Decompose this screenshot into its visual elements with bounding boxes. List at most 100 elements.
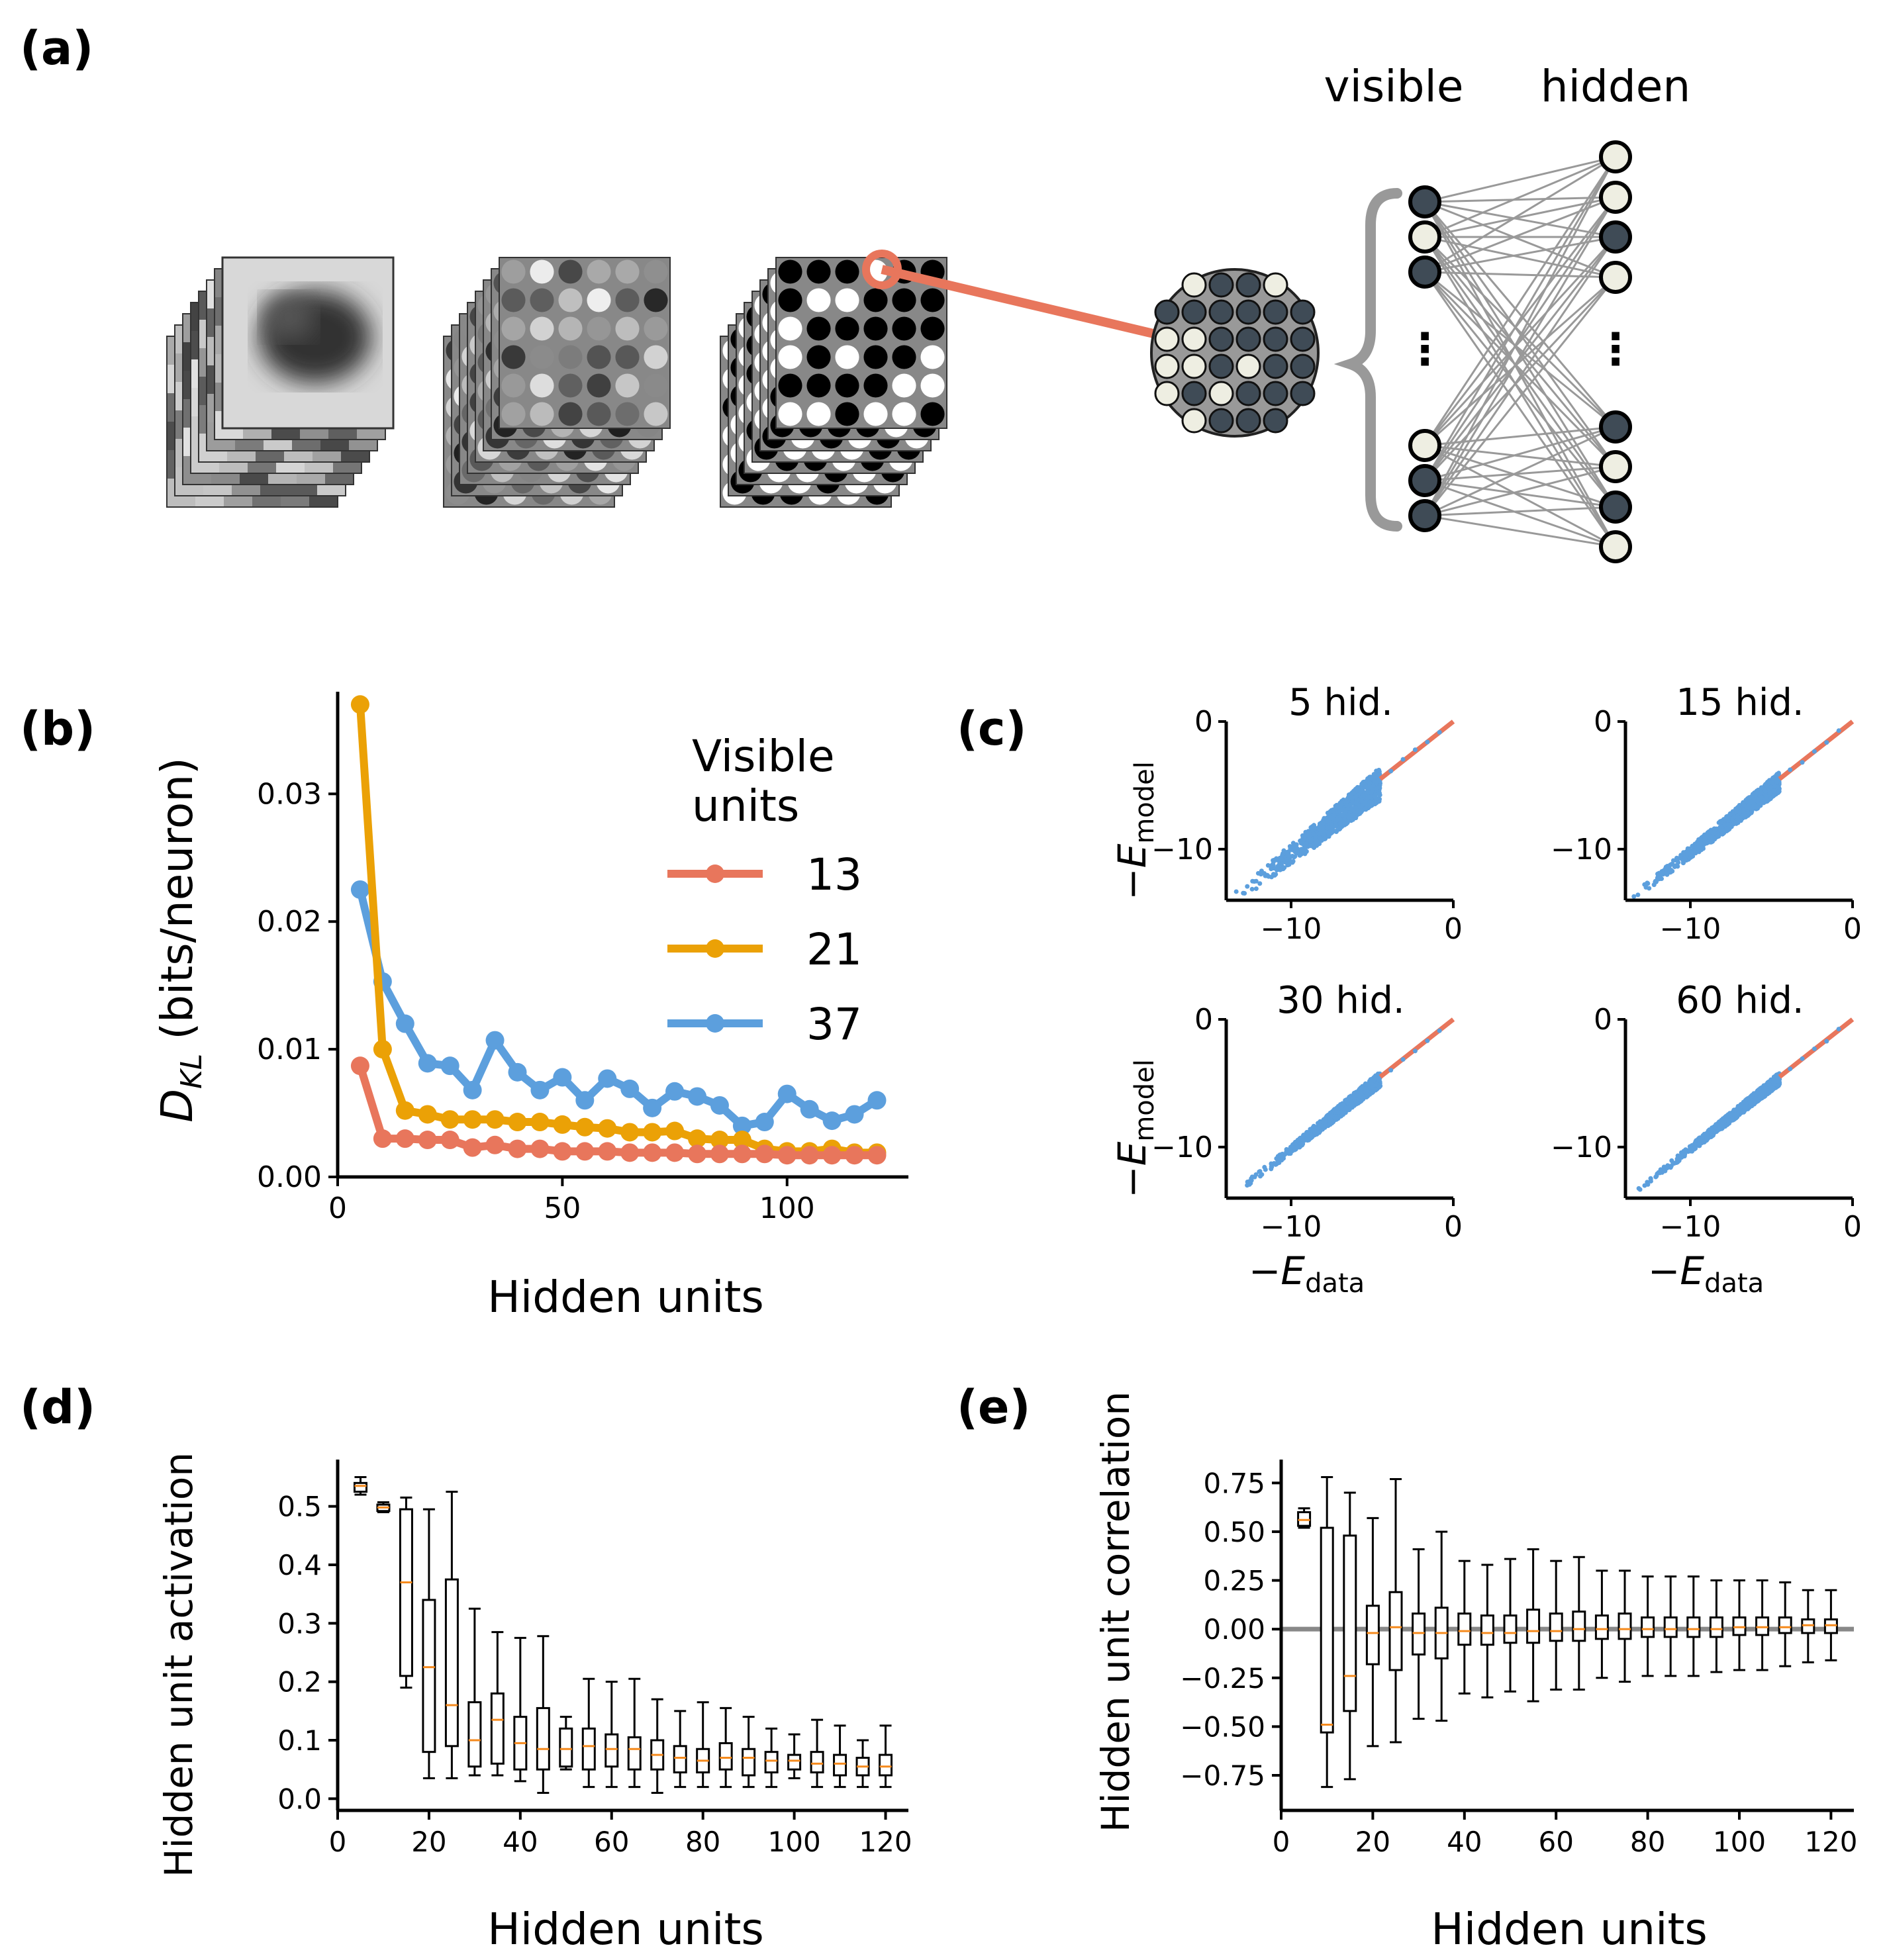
scatter-point (1656, 876, 1661, 882)
series-point-13 (777, 1146, 797, 1165)
series-point-13 (373, 1129, 392, 1148)
series-point-13 (867, 1146, 887, 1165)
series-point-13 (665, 1143, 685, 1162)
frame-patch (558, 402, 583, 426)
b-ylabel-sub: KL (175, 1054, 209, 1089)
scatter-point (1717, 827, 1723, 833)
series-point-37 (463, 1080, 482, 1099)
rbm-edge (1424, 156, 1617, 516)
subplot-title: 15 hid. (1676, 681, 1804, 724)
hidden-unit (1599, 450, 1632, 483)
scatter-point (1740, 814, 1745, 819)
scatter-point (1258, 872, 1263, 877)
patch-unit (1235, 272, 1261, 298)
stack-frame (775, 257, 947, 429)
scatter-point (1369, 790, 1374, 795)
scatter-point (1365, 790, 1370, 795)
patch-unit (1154, 299, 1180, 325)
c-ylabel: −Emodel (1110, 761, 1160, 900)
frame-patch (863, 402, 888, 426)
patch-unit (1208, 326, 1234, 352)
series-point-37 (553, 1068, 572, 1087)
scatter-point (1317, 831, 1322, 837)
scatter-point (1265, 863, 1271, 868)
ytick-label: 0.5 (277, 1491, 322, 1523)
scatter-point (1631, 894, 1637, 899)
scatter-point (1273, 872, 1279, 877)
frame-patch (806, 259, 831, 284)
frame-patch (587, 373, 611, 398)
series-point-13 (822, 1146, 842, 1165)
series-point-37 (777, 1084, 797, 1103)
rbm-edge (1424, 479, 1616, 548)
rbm-edge (1424, 156, 1617, 446)
frame-patch (835, 345, 859, 369)
series-point-13 (530, 1139, 550, 1158)
c-xtick-label: 0 (1843, 1210, 1862, 1244)
box (581, 1677, 596, 1789)
scatter-point (1717, 819, 1723, 824)
scatter-point (1333, 821, 1338, 826)
scatter-point (1746, 802, 1751, 808)
rbm-edge (1424, 197, 1617, 481)
frame-patch (835, 288, 859, 312)
scatter-point (1322, 837, 1327, 842)
c-xlabel-main: −E (1648, 1248, 1705, 1293)
rbm-edge (1424, 465, 1616, 482)
patch-unit (1290, 299, 1316, 325)
scatter-point (1733, 808, 1739, 814)
frame-patch (920, 373, 945, 398)
scatter-point (1672, 864, 1678, 869)
box (422, 1508, 436, 1779)
scatter-point (1343, 1107, 1348, 1113)
frame-patch (615, 345, 640, 369)
scatter-point (1257, 1169, 1262, 1174)
series-point-13 (598, 1142, 617, 1161)
box (627, 1677, 642, 1789)
frame-patch (644, 373, 668, 398)
series-point-21 (418, 1105, 437, 1124)
series-point-13 (418, 1131, 437, 1150)
scatter-point (1306, 833, 1311, 839)
frame-patch (835, 373, 859, 398)
series-point-13 (463, 1138, 482, 1157)
scatter-point (1297, 853, 1302, 858)
scatter-point (1771, 792, 1776, 798)
scatter-point (1775, 1077, 1780, 1082)
scatter-point (1359, 798, 1364, 804)
scatter-point (1346, 813, 1351, 818)
frame-patch (644, 345, 668, 369)
scatter-point (1377, 784, 1382, 790)
frame-patch (835, 402, 859, 426)
scatter-point (1341, 1101, 1346, 1107)
patch-unit (1263, 272, 1288, 298)
scatter-point (1642, 1183, 1647, 1188)
patch-unit (1181, 299, 1207, 325)
c-ylabel-sub: model (1130, 1059, 1160, 1142)
scatter-point (1710, 1127, 1715, 1133)
scatter-point (1308, 1133, 1314, 1139)
series-point-37 (508, 1062, 527, 1082)
hidden-label: hidden (1541, 61, 1690, 112)
box (718, 1706, 733, 1789)
scatter-point (1374, 800, 1379, 806)
box-body (718, 1742, 733, 1771)
visible-unit (1408, 256, 1441, 289)
box-body (536, 1706, 550, 1771)
rbm-edge (1424, 197, 1617, 446)
legend-title-1: Visible (692, 731, 835, 782)
scatter-point (1290, 853, 1295, 859)
binary-image-stack (720, 257, 947, 508)
series-point-37 (485, 1031, 505, 1050)
c-ylabel: −Emodel (1110, 1059, 1160, 1198)
scatter-point (1290, 860, 1295, 865)
scatter-point (1299, 837, 1304, 843)
c-xtick-label: 0 (1843, 912, 1862, 946)
rbm-edge (1424, 236, 1617, 428)
frame-patch (920, 402, 945, 426)
frame-patch (615, 402, 640, 426)
scatter-point (1246, 1179, 1251, 1184)
hidden-unit (1599, 261, 1632, 294)
c-ylabel-sub: model (1130, 761, 1160, 844)
frame-patch (587, 402, 611, 426)
